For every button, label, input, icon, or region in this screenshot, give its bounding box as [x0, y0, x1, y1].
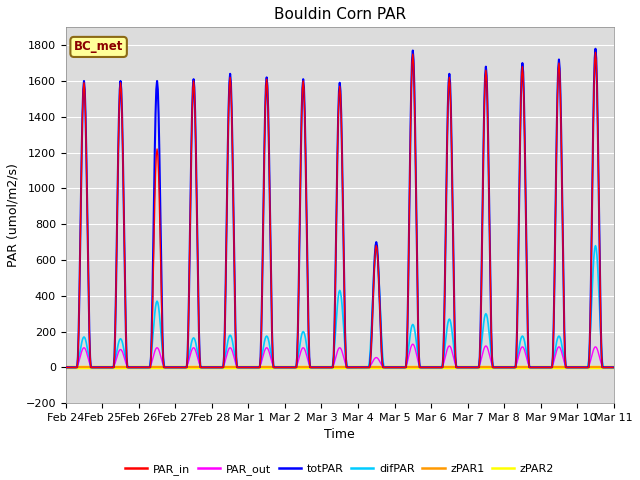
PAR_in: [62, 364, 70, 370]
Text: BC_met: BC_met: [74, 40, 124, 53]
PAR_in: [128, 364, 136, 370]
PAR_in: [609, 364, 617, 370]
PAR_out: [406, 348, 413, 354]
PAR_in: [72, 364, 79, 370]
PAR_out: [128, 364, 136, 370]
totPAR: [406, 176, 413, 181]
totPAR: [72, 364, 79, 370]
totPAR: [184, 354, 191, 360]
zPAR2: [212, 364, 220, 370]
totPAR: [591, 46, 599, 52]
zPAR2: [609, 364, 617, 370]
difPAR: [406, 335, 413, 341]
zPAR1: [609, 364, 617, 370]
totPAR: [422, 364, 429, 370]
Title: Bouldin Corn PAR: Bouldin Corn PAR: [274, 7, 406, 22]
PAR_out: [184, 362, 191, 368]
PAR_out: [422, 364, 430, 370]
zPAR2: [72, 364, 79, 370]
totPAR: [128, 364, 136, 370]
difPAR: [609, 364, 617, 370]
PAR_in: [591, 49, 599, 55]
difPAR: [128, 364, 136, 370]
difPAR: [72, 364, 79, 370]
Line: PAR_out: PAR_out: [66, 344, 613, 367]
PAR_in: [422, 364, 429, 370]
Y-axis label: PAR (umol/m2/s): PAR (umol/m2/s): [7, 163, 20, 267]
X-axis label: Time: Time: [324, 429, 355, 442]
Line: totPAR: totPAR: [66, 49, 613, 367]
difPAR: [212, 364, 220, 370]
zPAR1: [184, 364, 191, 370]
PAR_out: [409, 341, 417, 347]
zPAR2: [406, 364, 413, 370]
PAR_out: [62, 364, 70, 370]
zPAR1: [128, 364, 136, 370]
totPAR: [62, 364, 70, 370]
totPAR: [609, 364, 617, 370]
zPAR2: [128, 364, 136, 370]
difPAR: [591, 243, 599, 249]
PAR_in: [212, 364, 220, 370]
Line: difPAR: difPAR: [66, 246, 613, 367]
zPAR1: [62, 364, 70, 370]
difPAR: [62, 364, 70, 370]
difPAR: [184, 360, 191, 366]
zPAR2: [62, 364, 70, 370]
zPAR1: [422, 364, 429, 370]
PAR_out: [212, 364, 220, 370]
zPAR2: [422, 364, 429, 370]
zPAR1: [72, 364, 79, 370]
zPAR2: [184, 364, 191, 370]
Line: PAR_in: PAR_in: [66, 52, 613, 367]
PAR_out: [72, 364, 79, 370]
zPAR1: [406, 364, 413, 370]
difPAR: [422, 364, 429, 370]
PAR_out: [609, 364, 617, 370]
PAR_in: [184, 354, 191, 360]
zPAR1: [212, 364, 220, 370]
PAR_in: [406, 178, 413, 184]
totPAR: [212, 364, 220, 370]
Legend: PAR_in, PAR_out, totPAR, difPAR, zPAR1, zPAR2: PAR_in, PAR_out, totPAR, difPAR, zPAR1, …: [121, 459, 559, 480]
